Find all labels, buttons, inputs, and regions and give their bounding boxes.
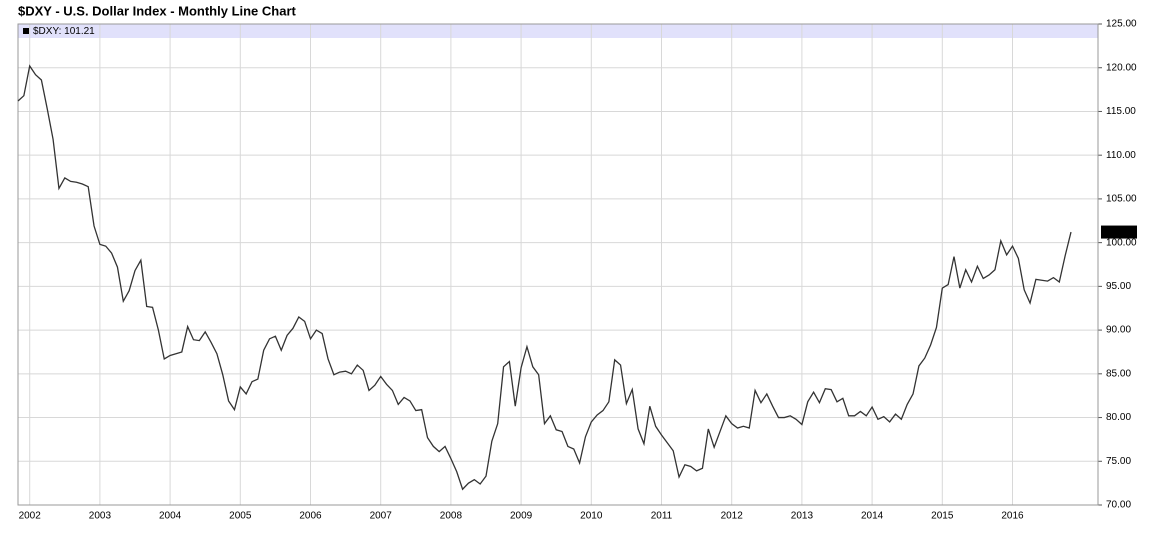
x-tick-label: 2010 (580, 511, 603, 522)
y-tick-label: 120.00 (1106, 62, 1137, 73)
x-tick-label: 2002 (19, 511, 42, 522)
y-tick-label: 95.00 (1106, 281, 1131, 292)
y-tick-label: 105.00 (1106, 194, 1137, 205)
x-tick-label: 2014 (861, 511, 884, 522)
legend-label: $DXY: 101.21 (33, 26, 95, 37)
y-tick-label: 100.00 (1106, 237, 1137, 248)
last-value-label: 101.21 (1103, 227, 1134, 238)
x-tick-label: 2012 (721, 511, 744, 522)
x-tick-label: 2016 (1001, 511, 1024, 522)
y-tick-label: 80.00 (1106, 412, 1131, 423)
y-tick-label: 110.00 (1106, 150, 1136, 161)
y-tick-label: 90.00 (1106, 325, 1131, 336)
x-tick-label: 2004 (159, 511, 182, 522)
x-tick-label: 2015 (931, 511, 954, 522)
x-tick-label: 2009 (510, 511, 533, 522)
x-tick-label: 2008 (440, 511, 463, 522)
series-line (17, 64, 1072, 491)
x-tick-label: 2006 (299, 511, 322, 522)
x-tick-label: 2005 (229, 511, 252, 522)
x-tick-label: 2013 (791, 511, 814, 522)
x-tick-label: 2011 (651, 511, 673, 522)
x-tick-label: 2003 (89, 511, 112, 522)
last-value-box (1101, 225, 1137, 239)
plot-frame (17, 23, 1099, 506)
y-tick-label: 125.00 (1106, 19, 1137, 30)
legend-band (18, 24, 1098, 38)
y-tick-label: 85.00 (1106, 368, 1131, 379)
x-tick-label: 2007 (370, 511, 393, 522)
legend-swatch (23, 28, 29, 34)
y-tick-label: 75.00 (1106, 456, 1131, 467)
chart-title: $DXY - U.S. Dollar Index - Monthly Line … (18, 3, 297, 18)
y-tick-label: 115.00 (1106, 106, 1136, 117)
y-tick-label: 70.00 (1106, 500, 1131, 511)
